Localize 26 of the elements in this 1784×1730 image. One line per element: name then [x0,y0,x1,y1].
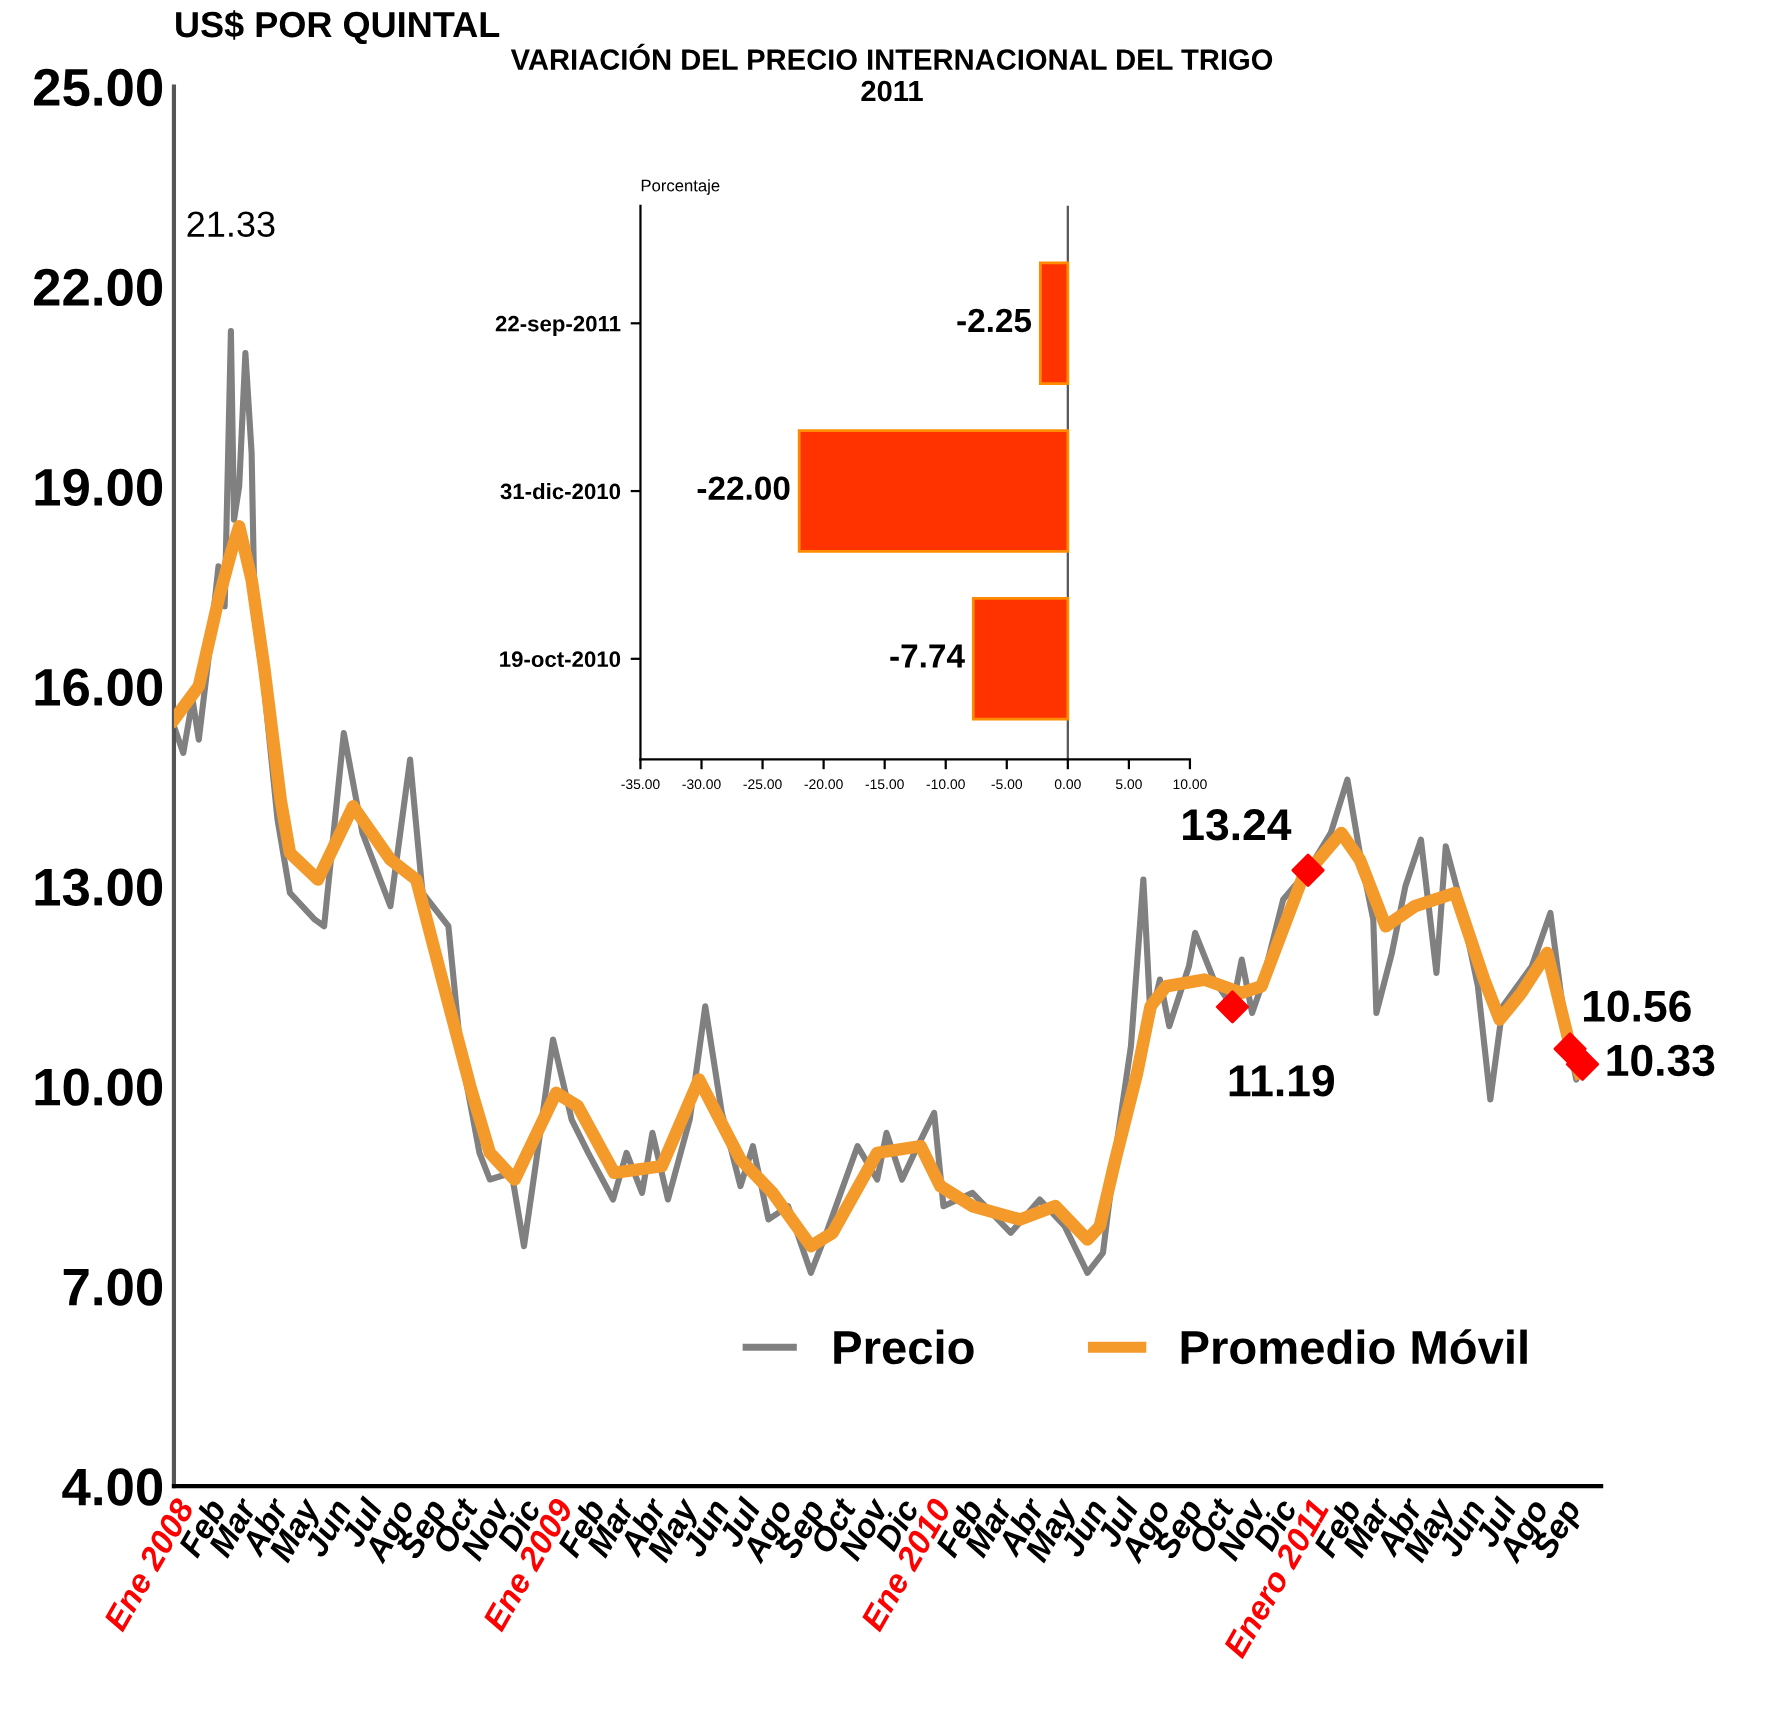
data-label: 11.19 [1229,1065,1334,1097]
y-axis-title: Porcentaje [641,179,720,195]
y-axis-title: US$ POR QUINTAL [176,10,500,45]
y-tick-label: 13.00 [35,868,163,906]
y-tick-label: 19.00 [35,468,163,507]
data-label: -7.74 [890,644,965,668]
y-tick-label: 31-dic-2010 [500,483,621,500]
chart-title: VARIACIÓN DEL PRECIO INTERNACIONAL DEL TRIGO 2011 [510,43,1273,102]
data-label: 10.56 [1583,990,1691,1022]
y-tick-label: 22-sep-2011 [495,315,621,336]
data-label: -2.25 [957,308,1032,333]
annotation: 21.33 [187,211,275,237]
data-label: 13.24 [1183,809,1292,841]
y-tick-label: 7.00 [63,1268,163,1306]
y-tick-label: 16.00 [35,668,163,706]
y-tick-label: 22.00 [33,268,163,307]
point [1215,990,1250,1024]
legend-label: Precio [834,1329,974,1365]
legend-label: Promedio Móvil [1181,1329,1527,1365]
y-tick-label: 25.00 [33,68,163,107]
point [1565,1047,1600,1081]
data-label: -22.00 [697,476,790,501]
data-label: 10.33 [1607,1044,1715,1077]
y-tick-label: 10.00 [35,1068,163,1106]
y-tick-label: 19-oct-2010 [500,651,621,668]
point [1291,853,1325,887]
